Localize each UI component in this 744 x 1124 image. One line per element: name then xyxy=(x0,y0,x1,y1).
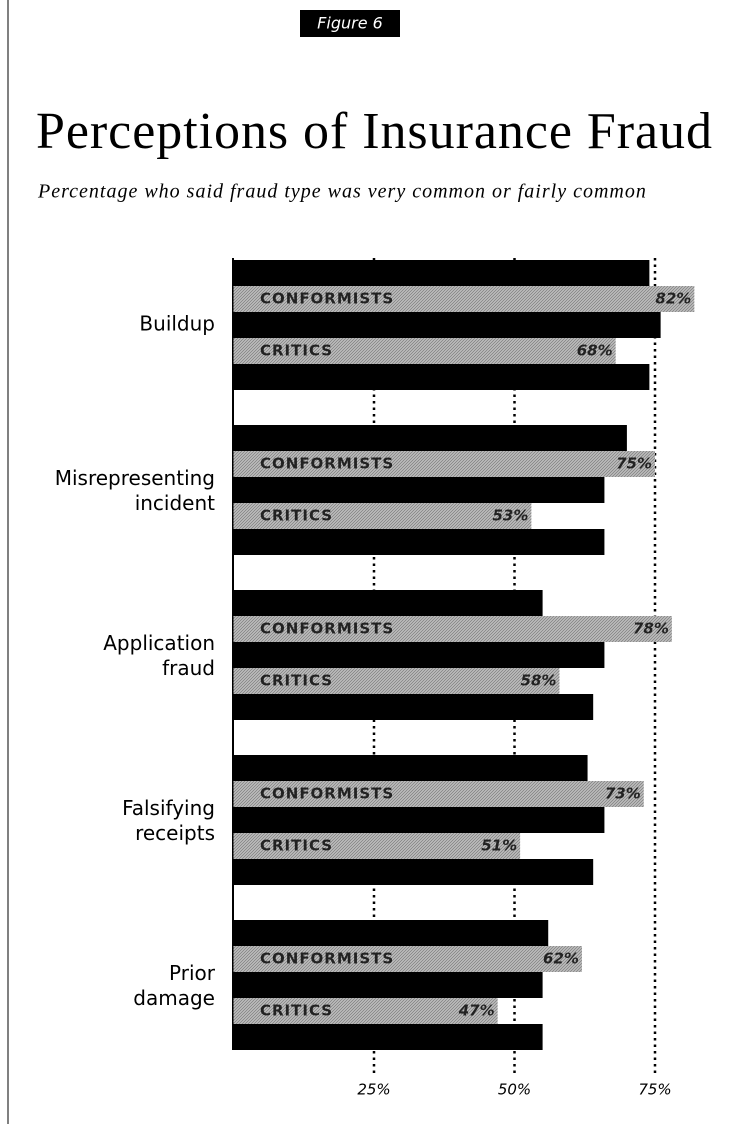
value-label: 82% xyxy=(655,290,691,308)
series-name: CRITICS xyxy=(260,1002,333,1020)
series-name: CONFORMISTS xyxy=(260,950,394,968)
bar xyxy=(233,859,594,885)
category-line: receipts xyxy=(135,821,215,845)
category-label: Misrepresenting incident xyxy=(55,466,215,515)
bar xyxy=(233,503,532,529)
bar xyxy=(233,833,521,859)
figure-label: Figure 6 xyxy=(317,14,383,33)
bar xyxy=(233,1024,543,1050)
category-line: fraud xyxy=(162,656,215,680)
value-label: 47% xyxy=(458,1002,495,1020)
value-label: 58% xyxy=(521,672,557,690)
bar xyxy=(233,972,543,998)
category-line: incident xyxy=(135,491,215,515)
bar xyxy=(233,616,672,642)
category-line: Application xyxy=(103,631,215,655)
series-name: CRITICS xyxy=(260,507,333,525)
bar xyxy=(233,364,650,390)
bar xyxy=(233,755,588,781)
bar xyxy=(233,781,644,807)
series-name: CRITICS xyxy=(260,837,333,855)
bar xyxy=(233,668,560,694)
category-line: damage xyxy=(133,986,215,1010)
figure-label-box xyxy=(300,10,400,37)
bar xyxy=(233,260,650,286)
chart-title: Perceptions of Insurance Fraud xyxy=(36,103,712,160)
series-name: CRITICS xyxy=(260,672,333,690)
x-tick-label: 75% xyxy=(638,1081,671,1099)
series-name: CRITICS xyxy=(260,342,333,360)
category-label: Application fraud xyxy=(103,631,215,680)
series-name: CONFORMISTS xyxy=(260,290,394,308)
value-label: 51% xyxy=(481,837,517,855)
value-label: 78% xyxy=(633,620,669,638)
series-name: CONFORMISTS xyxy=(260,620,394,638)
bar xyxy=(233,451,655,477)
x-tick-label: 25% xyxy=(357,1081,390,1099)
value-label: 68% xyxy=(577,342,613,360)
series-name: CONFORMISTS xyxy=(260,455,394,473)
bar xyxy=(233,642,605,668)
value-label: 53% xyxy=(492,507,528,525)
x-tick-label: 50% xyxy=(498,1081,531,1099)
value-label: 73% xyxy=(605,785,641,803)
bar xyxy=(233,920,549,946)
bar xyxy=(233,312,661,338)
category-line: Falsifying xyxy=(122,796,215,820)
bar xyxy=(233,946,582,972)
bar xyxy=(233,286,695,312)
category-label: Buildup xyxy=(139,312,215,336)
bar xyxy=(233,998,498,1024)
bar xyxy=(233,807,605,833)
value-label: 75% xyxy=(616,455,652,473)
bar xyxy=(233,338,616,364)
series-name: CONFORMISTS xyxy=(260,785,394,803)
bar xyxy=(233,425,627,451)
bar xyxy=(233,477,605,503)
value-label: 62% xyxy=(543,950,579,968)
category-label: Prior damage xyxy=(133,961,215,1010)
bar xyxy=(233,529,605,555)
category-line: Prior xyxy=(169,961,216,985)
category-line: Misrepresenting xyxy=(55,466,215,490)
bar xyxy=(233,590,543,616)
category-label: Falsifying receipts xyxy=(122,796,215,845)
chart-subtitle: Percentage who said fraud type was very … xyxy=(37,181,647,203)
bar xyxy=(233,694,594,720)
